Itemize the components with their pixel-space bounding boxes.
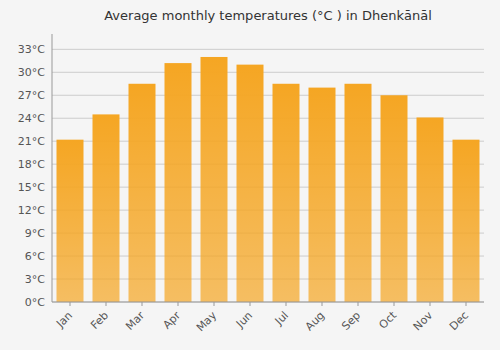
x-tick	[250, 302, 251, 306]
y-tick-label: 27°C	[18, 89, 45, 102]
y-axis-line	[52, 34, 53, 302]
x-tick	[142, 302, 143, 306]
y-tick-label: 30°C	[18, 66, 45, 79]
y-tick-label: 21°C	[18, 135, 45, 148]
x-tick	[286, 302, 287, 306]
bars	[57, 57, 480, 302]
grid-line	[52, 302, 484, 303]
x-tick	[214, 302, 215, 306]
bar	[309, 88, 336, 302]
x-axis-line	[52, 302, 484, 303]
x-tick-label: Dec	[447, 309, 471, 333]
bar	[453, 140, 480, 302]
chart: Average monthly temperatures (°C ) in Dh…	[0, 0, 500, 350]
x-tick	[106, 302, 107, 306]
x-tick-label: Feb	[88, 309, 111, 332]
x-tick-label: Apr	[160, 309, 183, 332]
x-tick	[466, 302, 467, 306]
bar	[237, 65, 264, 302]
bar	[417, 117, 444, 302]
x-tick	[358, 302, 359, 306]
x-tick-label: May	[194, 309, 220, 335]
x-tick-label: Jan	[53, 309, 75, 331]
y-tick-label: 33°C	[18, 43, 45, 56]
grid-line	[52, 72, 484, 73]
bar	[381, 95, 408, 302]
bar	[93, 114, 120, 302]
bar	[273, 84, 300, 302]
bar	[345, 84, 372, 302]
bar	[129, 84, 156, 302]
x-tick-label: Sep	[339, 309, 363, 333]
x-tick	[394, 302, 395, 306]
y-tick-label: 15°C	[18, 181, 45, 194]
y-tick-label: 12°C	[18, 204, 45, 217]
y-tick-label: 18°C	[18, 158, 45, 171]
y-tick-label: 6°C	[25, 250, 45, 263]
y-tick-label: 3°C	[25, 273, 45, 286]
x-tick-label: Aug	[303, 309, 327, 333]
grid-line	[52, 49, 484, 50]
grid	[52, 49, 484, 302]
bar	[201, 57, 228, 302]
bar	[165, 63, 192, 302]
grid-line	[52, 95, 484, 96]
x-tick	[70, 302, 71, 306]
x-tick-label: Jun	[233, 309, 255, 331]
title: Average monthly temperatures (°C ) in Dh…	[104, 8, 432, 23]
x-tick	[430, 302, 431, 306]
x-tick-label: Nov	[411, 309, 436, 334]
y-tick-label: 0°C	[25, 296, 45, 309]
x-tick-label: Oct	[376, 308, 399, 331]
x-tick	[322, 302, 323, 306]
x-tick-label: Mar	[123, 309, 147, 333]
y-tick-label: 9°C	[25, 227, 45, 240]
y-tick-label: 24°C	[18, 112, 45, 125]
x-tick	[178, 302, 179, 306]
bar	[57, 140, 84, 302]
x-tick-label: Jul	[272, 309, 291, 328]
